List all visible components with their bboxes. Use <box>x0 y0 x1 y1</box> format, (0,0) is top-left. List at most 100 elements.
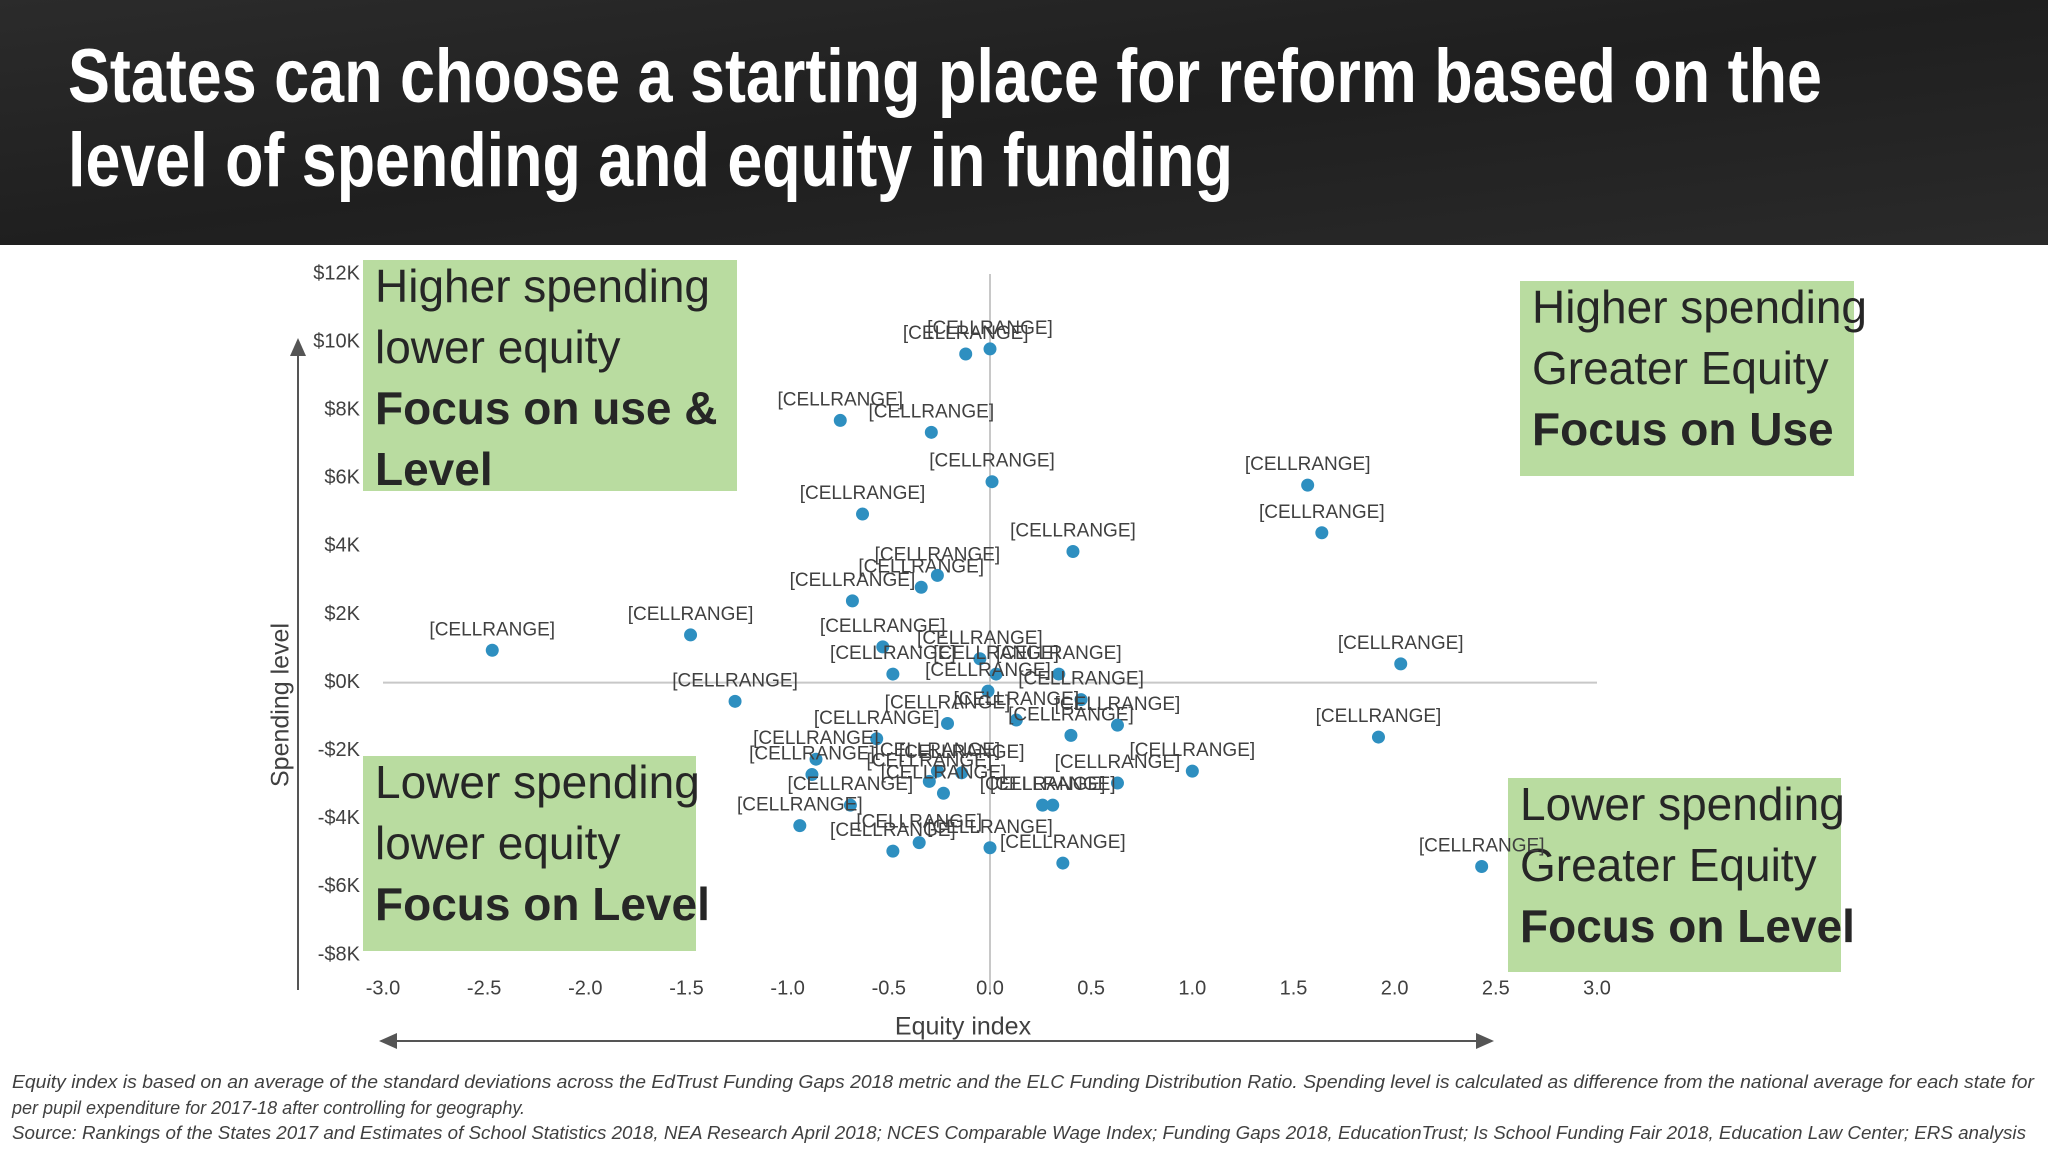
point <box>728 694 742 708</box>
data-label: [CELLRANGE] <box>1245 454 1371 475</box>
y-tick-label: $6K <box>324 467 360 489</box>
point <box>1301 478 1315 492</box>
point <box>912 836 926 850</box>
footnote: per pupil expenditure for 2017-18 after … <box>11 1098 525 1118</box>
point <box>973 652 987 666</box>
quadrant-text: lower equity <box>375 321 620 373</box>
point <box>1185 764 1199 778</box>
point <box>856 507 870 521</box>
point <box>1036 798 1050 812</box>
point <box>985 475 999 489</box>
point <box>924 425 938 439</box>
quadrant-focus: Level <box>375 443 493 495</box>
point <box>1110 718 1124 732</box>
point <box>981 684 995 698</box>
point <box>809 752 823 766</box>
data-label: [CELLRANGE] <box>790 570 916 591</box>
point <box>930 568 944 582</box>
data-label: [CELLRANGE] <box>858 556 984 577</box>
data-label: [CELLRANGE] <box>990 774 1116 795</box>
quadrant-box <box>363 756 696 951</box>
data-label: [CELLRANGE] <box>628 604 754 625</box>
point <box>843 798 857 812</box>
x-tick-label: 1.5 <box>1280 977 1308 999</box>
point <box>1064 728 1078 742</box>
data-label: [CELLRANGE] <box>899 742 1025 763</box>
x-tick-label: 0.5 <box>1077 977 1105 999</box>
x-tick-label: 2.0 <box>1381 977 1409 999</box>
data-label: [CELLRANGE] <box>953 689 1079 710</box>
data-label: [CELLRANGE] <box>1419 835 1545 856</box>
point <box>983 841 997 855</box>
point <box>1371 730 1385 744</box>
x-tick-label: -1.5 <box>669 977 703 999</box>
quadrant-box <box>1508 778 1841 972</box>
y-tick-label: -$6K <box>318 875 361 897</box>
point <box>1394 657 1408 671</box>
y-tick-label: $2K <box>324 603 360 625</box>
point <box>914 580 928 594</box>
x-tick-label: -2.5 <box>467 977 501 999</box>
quadrant-text: Lower spending <box>1520 778 1845 830</box>
x-tick-label: -1.0 <box>770 977 804 999</box>
data-label: [CELLRANGE] <box>917 628 1043 649</box>
data-label: [CELLRANGE] <box>737 795 863 816</box>
point <box>876 640 890 654</box>
point <box>955 766 969 780</box>
x-tick-label: -2.0 <box>568 977 602 999</box>
data-label: [CELLRANGE] <box>980 774 1106 795</box>
quadrant-focus: Focus on Level <box>1520 900 1855 952</box>
data-label: [CELLRANGE] <box>996 643 1122 664</box>
point <box>886 844 900 858</box>
data-label: [CELLRANGE] <box>820 616 946 637</box>
point <box>485 643 499 657</box>
data-label: [CELLRANGE] <box>1259 502 1385 523</box>
data-label: [CELLRANGE] <box>927 318 1053 339</box>
data-label: [CELLRANGE] <box>800 483 926 504</box>
point <box>922 774 936 788</box>
data-label: [CELLRANGE] <box>903 323 1029 344</box>
y-axis-label: Spending level <box>267 623 295 787</box>
point <box>1475 859 1489 873</box>
point <box>805 768 819 782</box>
quadrant-text: Lower spending <box>375 756 700 808</box>
data-label: [CELLRANGE] <box>885 692 1011 713</box>
quadrant-box <box>1520 281 1854 476</box>
data-label: [CELLRANGE] <box>777 389 903 410</box>
quadrant-text: Greater Equity <box>1520 839 1817 891</box>
point <box>930 764 944 778</box>
data-label: [CELLRANGE] <box>1316 706 1442 727</box>
header-band <box>0 0 2048 245</box>
point <box>886 667 900 681</box>
title-line: States can choose a starting place for r… <box>68 34 1822 119</box>
x-axis-label: Equity index <box>895 1013 1032 1041</box>
x-tick-label: -0.5 <box>872 977 906 999</box>
data-label: [CELLRANGE] <box>933 643 1059 664</box>
point <box>684 628 698 642</box>
data-label: [CELLRANGE] <box>1018 669 1144 690</box>
data-label: [CELLRANGE] <box>1130 740 1256 761</box>
y-tick-label: $4K <box>324 535 360 557</box>
data-label: [CELLRANGE] <box>830 820 956 841</box>
point <box>845 594 859 608</box>
x-tick-label: -3.0 <box>366 977 400 999</box>
quadrant-box <box>363 260 737 491</box>
quadrant-text: Higher spending <box>1532 281 1867 333</box>
data-label: [CELLRANGE] <box>856 812 982 833</box>
data-label: [CELLRANGE] <box>749 744 875 765</box>
point <box>870 732 884 746</box>
quadrant-focus: Focus on Use <box>1532 403 1834 455</box>
data-label: [CELLRANGE] <box>1055 752 1181 773</box>
data-label: [CELLRANGE] <box>1000 832 1126 853</box>
data-label: [CELLRANGE] <box>881 762 1007 783</box>
data-label: [CELLRANGE] <box>830 643 956 664</box>
point <box>1052 667 1066 681</box>
data-label: [CELLRANGE] <box>1338 633 1464 654</box>
quadrant-focus: Focus on use & <box>375 382 717 434</box>
data-label: [CELLRANGE] <box>1055 694 1181 715</box>
data-label: [CELLRANGE] <box>929 451 1055 472</box>
point <box>983 342 997 356</box>
data-label: [CELLRANGE] <box>429 619 555 640</box>
point <box>1009 713 1023 727</box>
